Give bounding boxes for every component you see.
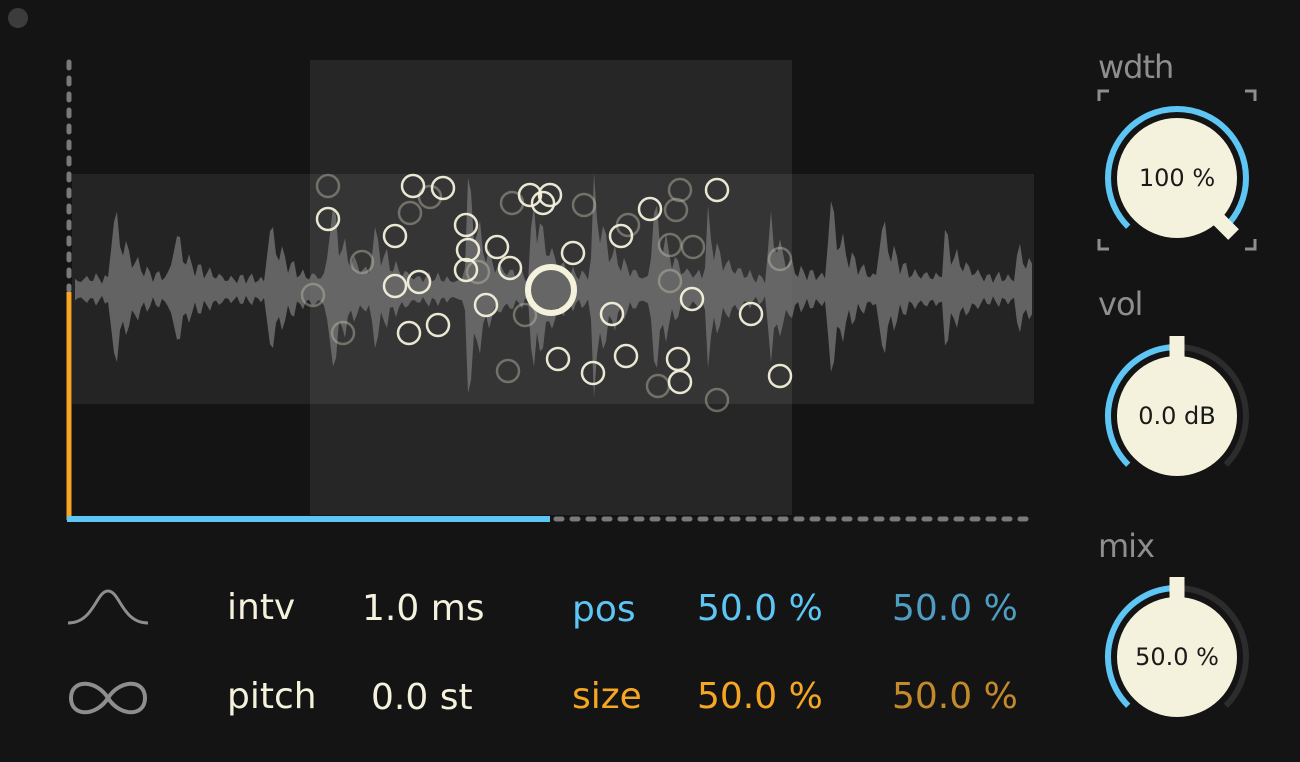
grain (315, 206, 341, 232)
grain (382, 223, 408, 249)
window-curve-icon[interactable] (66, 585, 150, 629)
size-spread-value[interactable]: 50.0 % (892, 676, 1018, 717)
size-value[interactable]: 50.0 % (697, 676, 823, 717)
grain (315, 173, 341, 199)
window-corner-dot (8, 8, 28, 28)
grain (497, 255, 523, 281)
grain (465, 259, 491, 285)
grain (330, 320, 356, 346)
mix-knob-label: mix (1098, 527, 1155, 565)
grain (608, 223, 634, 249)
grain (512, 302, 538, 328)
grain (417, 184, 443, 210)
vol-knob[interactable]: 0.0 dB (1097, 336, 1257, 496)
grain (560, 240, 586, 266)
grain (657, 232, 683, 258)
grain (400, 173, 426, 199)
grain (537, 182, 563, 208)
cursor-grain[interactable] (525, 264, 577, 316)
grain (767, 363, 793, 389)
grain (767, 246, 793, 272)
vol-knob-label: vol (1098, 285, 1143, 323)
pitch-value[interactable]: 0.0 st (371, 677, 473, 718)
grain (517, 182, 543, 208)
grain (495, 358, 521, 384)
intv-label: intv (227, 587, 296, 628)
grain (396, 320, 422, 346)
grain (430, 175, 456, 201)
grain (637, 196, 663, 222)
grain (349, 249, 375, 275)
grain (580, 360, 606, 386)
grain (455, 237, 481, 263)
grain (613, 343, 639, 369)
grain (453, 212, 479, 238)
grain (738, 301, 764, 327)
grain (484, 234, 510, 260)
grain (704, 387, 730, 413)
grain (704, 177, 730, 203)
pos-spread-value[interactable]: 50.0 % (892, 588, 1018, 629)
intv-value[interactable]: 1.0 ms (362, 588, 485, 629)
width-knob[interactable]: 100 % (1097, 98, 1257, 258)
grain (657, 268, 683, 294)
grain (667, 177, 693, 203)
grain (680, 234, 706, 260)
grain (667, 369, 693, 395)
loop-infinity-icon[interactable] (66, 674, 150, 722)
grain (599, 301, 625, 327)
mix-knob[interactable]: 50.0 % (1097, 577, 1257, 737)
pos-value[interactable]: 50.0 % (697, 588, 823, 629)
waveform (75, 172, 1032, 398)
grain-cloud (300, 173, 793, 413)
grain (453, 257, 479, 283)
grain (473, 292, 499, 318)
grain (382, 273, 408, 299)
width-knob-label: wdth (1098, 48, 1174, 86)
grain (571, 192, 597, 218)
grain-display[interactable] (0, 0, 1060, 560)
grain (425, 312, 451, 338)
grain (406, 269, 432, 295)
grain (663, 197, 689, 223)
grain (300, 282, 326, 308)
grain (530, 190, 556, 216)
pos-label: pos (572, 589, 636, 630)
grain (545, 346, 571, 372)
grain (397, 200, 423, 226)
pitch-label: pitch (227, 676, 317, 717)
width-knob-brackets (1097, 89, 1257, 251)
size-label: size (572, 676, 642, 717)
grain (679, 286, 705, 312)
